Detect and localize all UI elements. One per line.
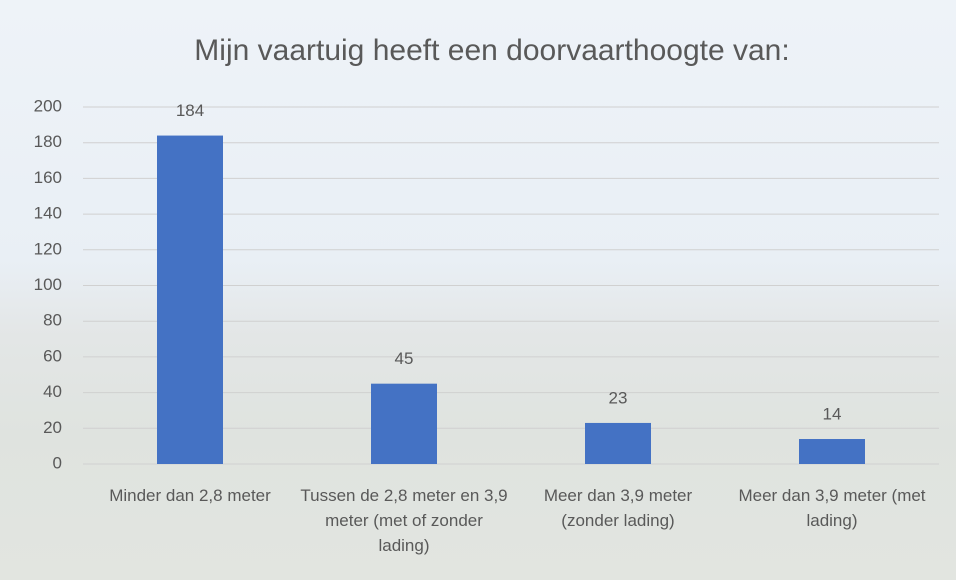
x-tick-label: Tussen de 2,8 meter en 3,9 meter (met of… bbox=[300, 486, 508, 555]
y-tick-label: 80 bbox=[43, 311, 62, 330]
y-tick-label: 40 bbox=[43, 382, 62, 401]
x-tick-label: Minder dan 2,8 meter bbox=[109, 486, 271, 505]
bar bbox=[157, 135, 223, 464]
x-tick-label: Meer dan 3,9 meter (zonder lading) bbox=[543, 486, 693, 530]
y-tick-label: 160 bbox=[34, 168, 62, 187]
y-tick-label: 60 bbox=[43, 346, 62, 365]
x-tick-label: Meer dan 3,9 meter (met lading) bbox=[738, 486, 926, 530]
bar bbox=[799, 439, 865, 464]
chart-title: Mijn vaartuig heeft een doorvaarthoogte … bbox=[194, 34, 789, 67]
y-tick-label: 100 bbox=[34, 275, 62, 294]
y-tick-label: 20 bbox=[43, 418, 62, 437]
data-label: 23 bbox=[609, 388, 628, 407]
bar bbox=[585, 422, 651, 464]
y-tick-label: 120 bbox=[34, 239, 62, 258]
data-label: 45 bbox=[395, 349, 414, 368]
data-label: 14 bbox=[823, 404, 842, 423]
y-tick-label: 140 bbox=[34, 204, 62, 223]
data-label: 184 bbox=[176, 101, 204, 120]
bar bbox=[371, 383, 437, 464]
y-tick-label: 0 bbox=[53, 453, 62, 472]
y-tick-label: 180 bbox=[34, 132, 62, 151]
y-tick-label: 200 bbox=[34, 96, 62, 115]
